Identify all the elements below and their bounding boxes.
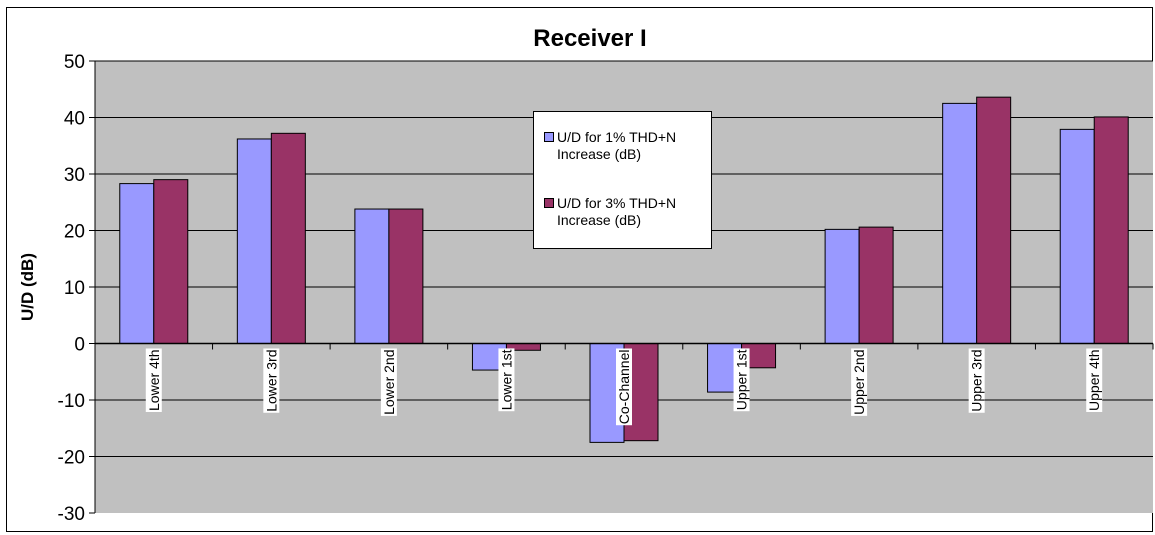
bar-series1 bbox=[942, 102, 978, 344]
category-label-bg bbox=[145, 348, 162, 412]
y-tick-label: -10 bbox=[58, 391, 85, 412]
category-label-bg bbox=[498, 348, 515, 412]
bar-series1 bbox=[1059, 128, 1095, 344]
category-label: Lower 2nd bbox=[381, 350, 397, 415]
category-label-group: Lower 1st bbox=[498, 348, 515, 412]
category-label: Upper 1st bbox=[734, 349, 750, 410]
axes bbox=[89, 60, 1154, 514]
category-label: Lower 4th bbox=[146, 350, 162, 411]
category-label-bg bbox=[380, 348, 397, 416]
bar-series2 bbox=[858, 226, 894, 344]
bar-series2 bbox=[1093, 116, 1129, 344]
y-tick-label: 10 bbox=[64, 278, 85, 299]
bar-series2 bbox=[388, 208, 424, 344]
legend-label-1pct: U/D for 1% THD+N Increase (dB) bbox=[557, 129, 677, 162]
category-label: Upper 4th bbox=[1086, 350, 1102, 411]
legend: U/D for 1% THD+N Increase (dB) U/D for 3… bbox=[533, 111, 712, 249]
legend-label-3pct: U/D for 3% THD+N Increase (dB) bbox=[557, 195, 677, 228]
category-label-group: Upper 3rd bbox=[968, 348, 985, 413]
category-label-bg bbox=[616, 348, 632, 426]
category-label-group: Co-Channel bbox=[616, 348, 632, 426]
category-label: Co-Channel bbox=[616, 350, 632, 425]
category-label-bg bbox=[1086, 348, 1103, 412]
y-tick-label: -20 bbox=[58, 448, 85, 469]
bar-series2 bbox=[270, 132, 306, 344]
category-label-group: Lower 2nd bbox=[380, 348, 397, 416]
category-label-bg bbox=[851, 348, 868, 416]
category-label-group: Upper 2nd bbox=[851, 348, 868, 416]
y-tick-label: 30 bbox=[64, 165, 85, 186]
y-tick-label: 0 bbox=[74, 335, 85, 356]
category-label-group: Lower 3rd bbox=[263, 348, 280, 413]
category-label: Lower 3rd bbox=[263, 350, 279, 412]
y-tick-label: 20 bbox=[64, 222, 85, 243]
category-label: Upper 2nd bbox=[851, 350, 867, 415]
legend-swatch-3pct bbox=[544, 198, 554, 208]
category-label-bg bbox=[733, 348, 750, 412]
chart-title: Receiver I bbox=[533, 25, 646, 52]
category-label-group: Upper 1st bbox=[733, 348, 750, 412]
y-tick-label: 50 bbox=[64, 52, 85, 73]
category-label-bg bbox=[263, 348, 280, 413]
category-label-group: Upper 4th bbox=[1086, 348, 1103, 412]
category-label: Upper 3rd bbox=[969, 350, 985, 412]
bar-series2 bbox=[153, 179, 189, 344]
legend-swatch-1pct bbox=[544, 132, 554, 142]
bar-series2 bbox=[976, 96, 1012, 344]
category-label-group: Lower 4th bbox=[145, 348, 162, 412]
category-label-bg bbox=[968, 348, 985, 413]
y-tick-label: 40 bbox=[64, 109, 85, 130]
category-labels: Lower 4th Lower 3rd Lower 2nd Lower 1st Co-C… bbox=[145, 348, 1103, 426]
y-tick-label: -30 bbox=[58, 504, 85, 525]
bar-series1 bbox=[119, 183, 155, 344]
category-label: Lower 1st bbox=[498, 349, 514, 410]
bar-series1 bbox=[824, 228, 860, 344]
bar-series1 bbox=[354, 208, 390, 344]
y-tick-labels: 50 40 30 20 10 0 -10 -20 -30 bbox=[58, 52, 85, 525]
bars bbox=[119, 96, 1129, 443]
y-axis-label: U/D (dB) bbox=[18, 253, 37, 321]
bar-series1 bbox=[236, 138, 272, 344]
